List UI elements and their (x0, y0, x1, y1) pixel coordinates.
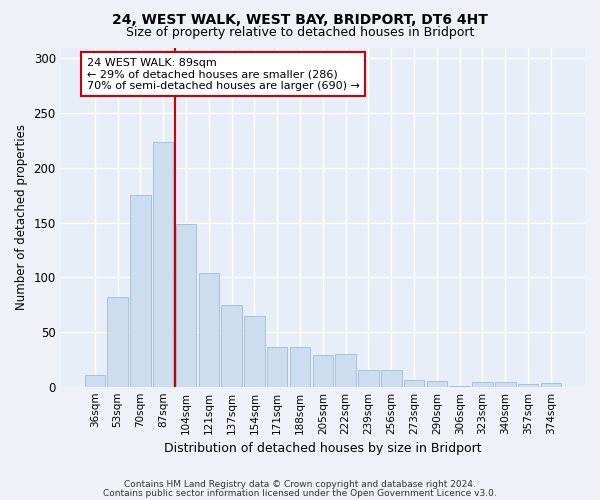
Text: 24 WEST WALK: 89sqm
← 29% of detached houses are smaller (286)
70% of semi-detac: 24 WEST WALK: 89sqm ← 29% of detached ho… (87, 58, 360, 91)
Bar (244, 316, 265, 386)
Bar (472, 382, 493, 386)
Bar (199, 273, 219, 386)
Bar (267, 348, 287, 387)
Bar (495, 382, 515, 386)
Bar (176, 224, 196, 386)
Text: Contains HM Land Registry data © Crown copyright and database right 2024.: Contains HM Land Registry data © Crown c… (124, 480, 476, 489)
Bar (313, 355, 333, 386)
Bar (335, 354, 356, 386)
Bar (518, 384, 538, 386)
Bar (290, 348, 310, 387)
Bar (107, 297, 128, 386)
Bar (427, 381, 447, 386)
Y-axis label: Number of detached properties: Number of detached properties (15, 124, 28, 310)
Bar (130, 195, 151, 386)
Text: Contains public sector information licensed under the Open Government Licence v3: Contains public sector information licen… (103, 488, 497, 498)
Bar (541, 384, 561, 386)
X-axis label: Distribution of detached houses by size in Bridport: Distribution of detached houses by size … (164, 442, 482, 455)
Bar (153, 142, 173, 386)
Text: 24, WEST WALK, WEST BAY, BRIDPORT, DT6 4HT: 24, WEST WALK, WEST BAY, BRIDPORT, DT6 4… (112, 12, 488, 26)
Bar (221, 304, 242, 386)
Bar (85, 374, 105, 386)
Text: Size of property relative to detached houses in Bridport: Size of property relative to detached ho… (126, 26, 474, 39)
Bar (404, 380, 424, 386)
Bar (358, 370, 379, 386)
Bar (381, 370, 401, 386)
